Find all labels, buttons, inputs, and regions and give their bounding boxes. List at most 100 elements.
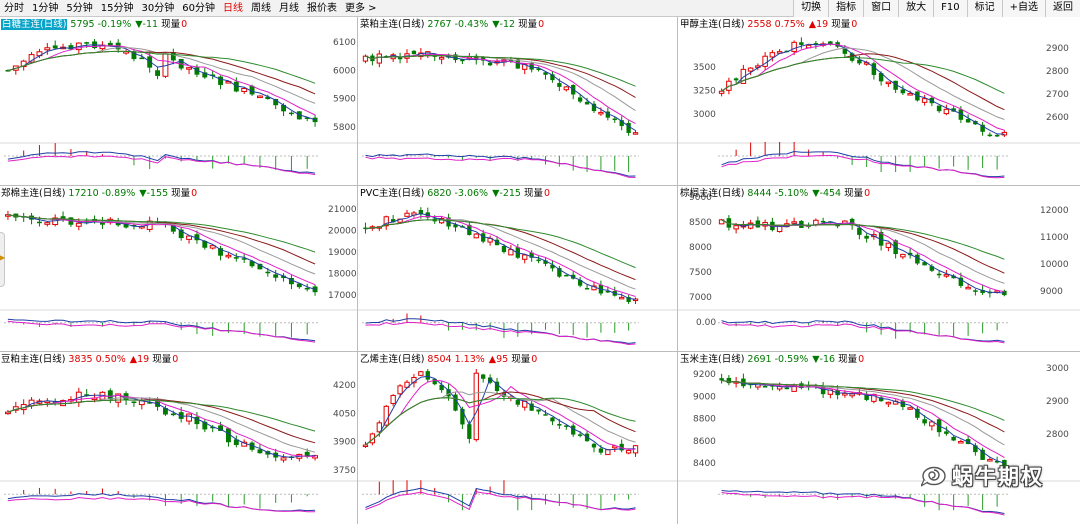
candle [550,417,555,426]
chart-panel-1[interactable]: 菜粕主连(日线) 2767 -0.43% ▼-12 现量0 [358,17,677,185]
ma20-line [365,219,636,290]
ma10-line [365,215,636,297]
candle [438,56,445,65]
candle [363,222,368,234]
side-panel-toggle[interactable]: ▶ [0,232,5,287]
period-tab-2[interactable]: 5分钟 [66,3,93,14]
candle [44,398,51,407]
macd-dif-line [365,153,636,177]
down-arrow-icon: ▼ [812,354,820,365]
grid-divider-h2 [0,351,1080,352]
action-button-0[interactable]: 切换 [793,0,829,17]
chart-panel-8[interactable]: 玉米主连(日线) 2691 -0.59% ▼-16 现量0 [678,352,1080,524]
period-tab-1[interactable]: 1分钟 [32,3,59,14]
candle [632,297,639,304]
candlestick-chart [678,37,1080,179]
period-tab-6[interactable]: 日线 [222,3,243,14]
ma40-line [721,219,1005,274]
ma60-line [7,399,316,432]
candlestick-chart [358,207,677,346]
action-button-2[interactable]: 窗口 [863,0,899,17]
candle [233,253,239,262]
chart-panel-2[interactable]: 甲醇主连(日线) 2558 0.75% ▲19 现量0 [678,17,1080,185]
candle [296,282,302,289]
candle [411,211,417,218]
action-button-4[interactable]: F10 [933,0,967,17]
period-tab-3[interactable]: 15分钟 [100,3,134,14]
candle [719,373,724,384]
candle [304,117,310,122]
period-tab-8[interactable]: 月线 [278,3,299,14]
volume-label: 现量 [844,188,864,199]
period-tab-5[interactable]: 60分钟 [182,3,215,14]
candle [439,381,444,393]
ma60-line [365,54,636,87]
candle [591,442,597,453]
candle [256,95,263,99]
macd-dea-line [365,321,636,346]
candle [210,70,216,80]
contract-name: 白糖主连(日线) [1,19,68,30]
chart-panel-0[interactable]: 白糖主连(日线) 5795 -0.19% ▼-11 现量0 [0,17,357,185]
candle [921,94,928,106]
chart-panel-6[interactable]: 豆粕主连(日线) 3835 0.50% ▲19 现量0 [0,352,357,524]
period-tab-7[interactable]: 周线 [250,3,271,14]
candle [907,406,913,410]
candle [288,111,294,116]
period-tab-9[interactable]: 报价表 [306,3,337,14]
candle [577,277,583,288]
candle [304,283,310,292]
action-button-3[interactable]: 放大 [898,0,934,17]
candle [257,444,263,454]
candle [936,270,942,279]
macd-dea-line [7,155,316,176]
chart-panel-7[interactable]: 乙烯主连(日线) 8504 1.13% ▲95 现量0 [358,352,677,524]
candle [980,121,985,136]
candle [625,449,632,455]
watermark-text: 蜗牛期权 [952,465,1044,489]
ma60-line [721,379,1005,421]
candle [170,410,176,417]
candle [233,435,239,448]
chart-panel-5[interactable]: 棕榈主连(日线) 8444 -5.10% ▼-454 现量0 [678,186,1080,351]
macd-dif-line [7,493,316,512]
volume-label: 现量 [161,19,181,30]
candle [791,40,797,56]
down-arrow-icon: ▼ [812,188,820,199]
contract-name: 棕榈主连(日线) [680,188,745,199]
candle [741,373,746,389]
candle [13,213,19,222]
candle [632,130,639,135]
ma10-line [7,214,316,286]
candle [194,412,200,430]
candle [563,86,569,92]
candle [564,425,569,430]
ma60-line [7,50,316,84]
period-tab-4[interactable]: 30分钟 [141,3,175,14]
chart-panel-3[interactable]: 郑棉主连(日线) 17210 -0.89% ▼-155 现量0 [0,186,357,351]
macd-dea-line [7,496,316,513]
action-button-1[interactable]: 指标 [828,0,864,17]
period-tab-0[interactable]: 分时 [4,3,24,14]
down-arrow-icon: ▼ [139,188,147,199]
change-percent: -5.10% [774,188,809,199]
action-button-6[interactable]: +自选 [1001,0,1045,17]
candle [241,253,247,264]
candle [980,447,985,460]
action-button-7[interactable]: 返回 [1045,0,1080,17]
volume-label: 现量 [523,188,543,199]
period-tab-10[interactable]: 更多 > [344,3,377,14]
candlestick-chart [358,47,677,178]
ma10-line [721,379,1005,459]
ma5-line [365,52,636,131]
macd-dea-line [721,322,1005,344]
candle [769,49,776,62]
candle [626,119,631,136]
contract-name: 菜粕主连(日线) [360,19,425,30]
candlestick-chart [358,369,677,511]
action-button-5[interactable]: 标记 [966,0,1002,17]
panel-header: 白糖主连(日线) 5795 -0.19% ▼-11 现量0 [1,18,187,31]
candle [155,66,161,80]
candle [619,439,624,453]
chart-panel-4[interactable]: PVC主连(日线) 6820 -3.06% ▼-215 现量0 [358,186,677,351]
